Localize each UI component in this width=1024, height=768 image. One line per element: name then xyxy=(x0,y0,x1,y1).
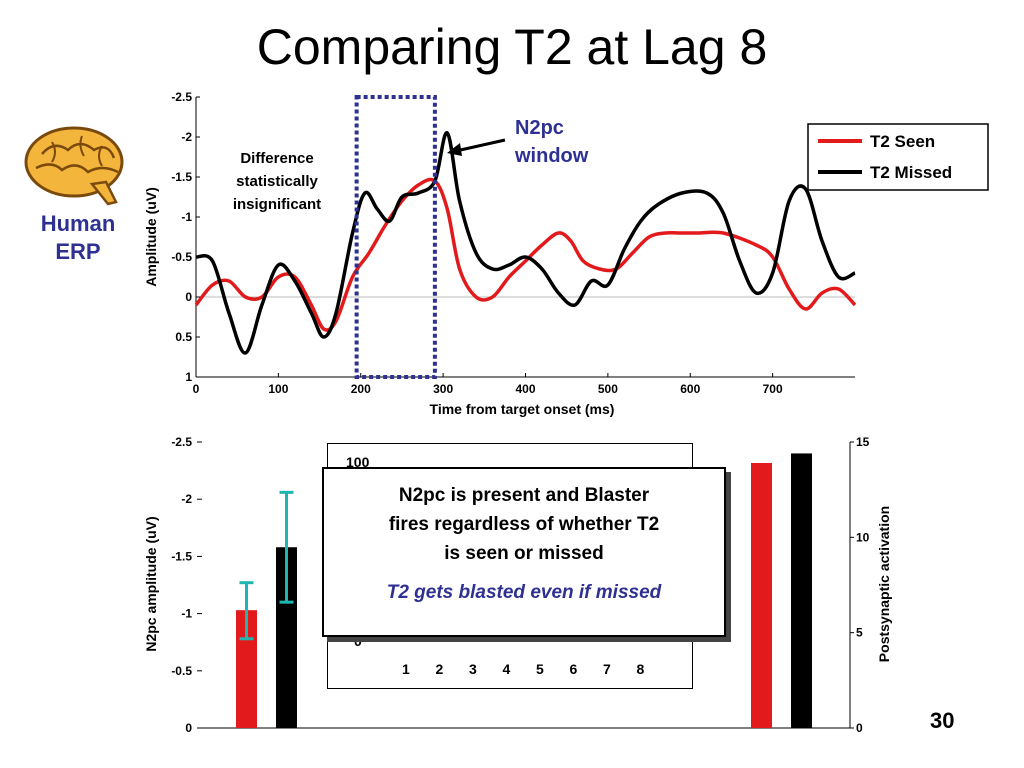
erp-y-tick-label: -1 xyxy=(181,210,192,224)
bar-ylabel: N2pc amplitude (uV) xyxy=(143,516,159,651)
difference-line1: Difference xyxy=(240,150,313,167)
human-label-line1: Human xyxy=(40,211,116,236)
erp-x-tick-label: 0 xyxy=(193,382,200,396)
inset-top-label: 100 xyxy=(346,454,370,470)
bar-y-tick-label: -1 xyxy=(181,607,192,621)
erp-x-tick-label: 500 xyxy=(598,382,618,396)
callout-line3: is seen or missed xyxy=(444,543,604,564)
human-bar-t2-missed xyxy=(276,547,297,728)
human-label-line2: ERP xyxy=(55,239,101,264)
inset-category: 5 xyxy=(536,661,544,677)
erp-xlabel: Time from target onset (ms) xyxy=(430,401,615,417)
bar-y-tick-label: -2.5 xyxy=(171,435,192,449)
erp-y-tick-label: 0 xyxy=(185,290,192,304)
inset-category: 8 xyxy=(636,661,645,677)
inset-category: 4 xyxy=(502,661,511,677)
n2pc-window-box xyxy=(354,95,437,379)
erp-y-tick-label: -0.5 xyxy=(171,250,192,264)
bar-y-tick-label: -0.5 xyxy=(171,664,192,678)
erp-x-tick-label: 300 xyxy=(433,382,453,396)
inset-category: 1 xyxy=(402,661,410,677)
erp-x-tick-label: 100 xyxy=(268,382,288,396)
slide-title: Comparing T2 at Lag 8 xyxy=(256,19,768,75)
difference-line3: insignificant xyxy=(233,196,321,213)
erp-y-tick-label: 1 xyxy=(185,370,192,384)
inset-category: 6 xyxy=(569,661,578,677)
inset-category: 2 xyxy=(435,661,444,677)
erp-legend: T2 Seen T2 Missed xyxy=(807,123,989,191)
legend-label-seen: T2 Seen xyxy=(870,132,935,151)
n2pc-line1: N2pc xyxy=(515,117,564,139)
erp-x-tick-label: 600 xyxy=(680,382,700,396)
erp-y-tick-label: -1.5 xyxy=(171,170,192,184)
bar-y-tick-label: -2 xyxy=(181,492,192,506)
inset-category: 3 xyxy=(469,661,477,677)
brain-icon xyxy=(24,126,124,206)
inset-categories: 1 2 3 4 5 6 7 8 xyxy=(402,661,670,677)
series-line-t2-missed xyxy=(195,131,856,355)
callout-main: N2pc is present and Blaster fires regard… xyxy=(324,481,724,568)
erp-x-tick-label: 200 xyxy=(351,382,371,396)
erp-y-tick-label: 0.5 xyxy=(175,330,192,344)
bar-y2-tick-label: 5 xyxy=(856,626,863,640)
model-bar-t2-seen xyxy=(751,462,772,728)
erp-ylabel: Amplitude (uV) xyxy=(143,187,159,287)
erp-line-chart: -2.5-2-1.5-1-0.500.510 100 200 300 400 500 600… xyxy=(143,90,989,417)
n2pc-arrow xyxy=(455,138,506,153)
bar-y2label: Postsynaptic activation xyxy=(876,506,892,662)
legend-box xyxy=(807,123,989,191)
erp-y-tick-label: -2 xyxy=(181,130,192,144)
bar-y2-tick-label: 15 xyxy=(856,435,870,449)
inset-bottom-label: 0 xyxy=(354,633,362,649)
erp-series xyxy=(194,95,857,379)
bar-y-tick-label: 0 xyxy=(185,721,192,735)
callout-sub: T2 gets blasted even if missed xyxy=(386,582,662,603)
erp-x-tick-label: 700 xyxy=(763,382,783,396)
bar-series xyxy=(236,453,812,728)
callout-box: N2pc is present and Blaster fires regard… xyxy=(322,467,726,637)
difference-line2: statistically xyxy=(236,173,318,190)
bar-y-tick-label: -1.5 xyxy=(171,549,192,563)
inset-category: 7 xyxy=(603,661,611,677)
legend-label-missed: T2 Missed xyxy=(870,163,952,182)
bar-y2-tick-label: 0 xyxy=(856,721,863,735)
n2pc-line2: window xyxy=(514,145,589,167)
callout-line2: fires regardless of whether T2 xyxy=(388,514,660,535)
model-bar-t2-missed xyxy=(791,453,812,728)
callout-line1: N2pc is present and Blaster xyxy=(398,485,650,506)
bar-y2-tick-label: 10 xyxy=(856,530,870,544)
page-number: 30 xyxy=(930,708,955,733)
human-erp-label: Human ERP xyxy=(22,210,134,266)
erp-y-tick-label: -2.5 xyxy=(171,90,192,104)
erp-x-tick-label: 400 xyxy=(515,382,535,396)
n2pc-arrowhead xyxy=(447,143,462,156)
